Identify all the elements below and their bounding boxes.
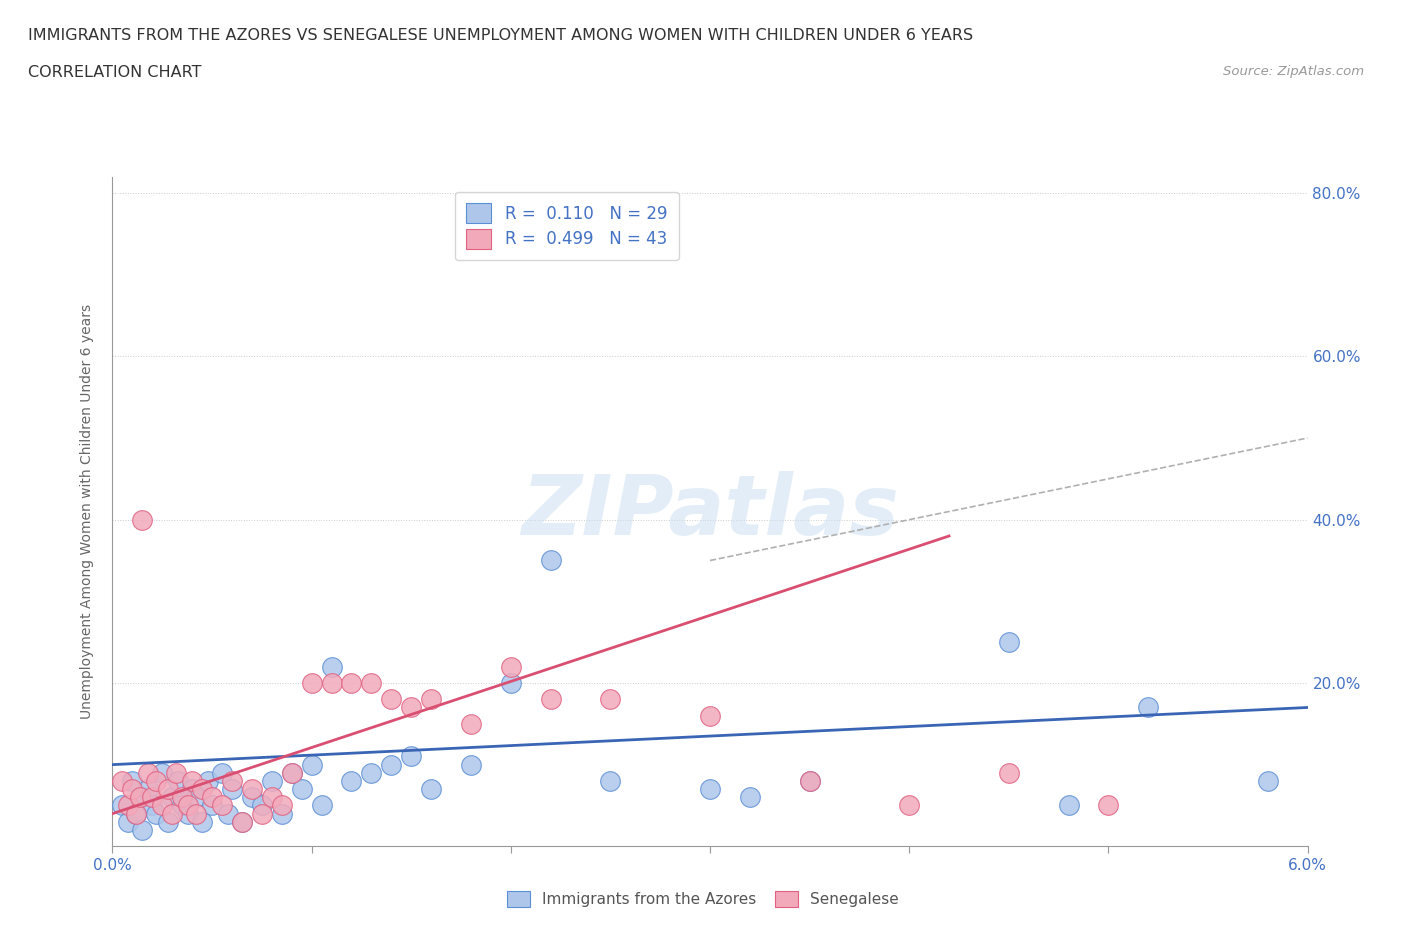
Point (172, 798, 194, 813)
Point (321, 659, 343, 674)
Point (599, 692, 621, 707)
Legend: R =  0.110   N = 29, R =  0.499   N = 43: R = 0.110 N = 29, R = 0.499 N = 43 (454, 192, 679, 260)
Point (111, 798, 134, 813)
Point (699, 709, 721, 724)
Text: IMMIGRANTS FROM THE AZORES VS SENEGALESE UNEMPLOYMENT AMONG WOMEN WITH CHILDREN : IMMIGRANTS FROM THE AZORES VS SENEGALESE… (28, 28, 973, 43)
Point (599, 774, 621, 789)
Point (898, 798, 921, 813)
Point (401, 700, 423, 715)
Point (121, 782, 143, 797)
Point (157, 782, 180, 797)
Point (138, 765, 160, 780)
Point (281, 765, 304, 780)
Point (799, 774, 821, 789)
Point (460, 716, 482, 731)
Point (998, 634, 1021, 649)
Point (165, 765, 187, 780)
Point (738, 790, 761, 804)
Point (540, 692, 562, 707)
Point (460, 757, 482, 772)
Point (499, 659, 522, 674)
Point (129, 790, 152, 804)
Point (1257, 774, 1279, 789)
Point (125, 806, 148, 821)
Point (177, 806, 200, 821)
Text: Source: ZipAtlas.com: Source: ZipAtlas.com (1223, 65, 1364, 78)
Point (201, 790, 224, 804)
Point (217, 806, 239, 821)
Point (301, 757, 323, 772)
Point (240, 790, 263, 804)
Point (117, 815, 139, 830)
Point (150, 765, 173, 780)
Point (380, 692, 402, 707)
Point (231, 815, 253, 830)
Point (186, 806, 208, 821)
Point (221, 774, 243, 789)
Point (1057, 798, 1080, 813)
Point (321, 675, 343, 690)
Point (145, 774, 167, 789)
Point (301, 675, 323, 690)
Point (540, 553, 562, 568)
Point (799, 774, 821, 789)
Point (141, 798, 163, 813)
Point (250, 806, 273, 821)
Text: ZIPatlas: ZIPatlas (522, 471, 898, 552)
Point (250, 798, 273, 813)
Point (181, 782, 204, 797)
Point (111, 774, 134, 789)
Point (360, 675, 382, 690)
Point (141, 790, 163, 804)
Point (131, 512, 153, 527)
Point (211, 798, 233, 813)
Y-axis label: Unemployment Among Women with Children Under 6 years: Unemployment Among Women with Children U… (80, 304, 94, 719)
Point (270, 806, 292, 821)
Point (191, 782, 214, 797)
Point (380, 757, 402, 772)
Point (1097, 798, 1119, 813)
Point (131, 790, 153, 804)
Point (240, 782, 263, 797)
Point (125, 806, 148, 821)
Point (177, 798, 200, 813)
Point (197, 774, 219, 789)
Text: CORRELATION CHART: CORRELATION CHART (28, 65, 201, 80)
Point (401, 749, 423, 764)
Point (420, 692, 443, 707)
Point (281, 765, 304, 780)
Point (167, 774, 190, 789)
Point (181, 774, 204, 789)
Point (157, 815, 180, 830)
Point (231, 815, 253, 830)
Point (340, 774, 363, 789)
Point (211, 765, 233, 780)
Point (138, 782, 160, 797)
Point (201, 798, 224, 813)
Point (340, 675, 363, 690)
Point (121, 774, 143, 789)
Point (291, 782, 314, 797)
Point (131, 822, 153, 837)
Point (172, 790, 194, 804)
Point (191, 815, 214, 830)
Point (1137, 700, 1160, 715)
Point (260, 790, 283, 804)
Point (499, 675, 522, 690)
Point (699, 782, 721, 797)
Point (360, 765, 382, 780)
Point (160, 806, 183, 821)
Point (260, 774, 283, 789)
Point (160, 790, 183, 804)
Point (311, 798, 333, 813)
Legend: Immigrants from the Azores, Senegalese: Immigrants from the Azores, Senegalese (501, 884, 905, 913)
Point (117, 798, 139, 813)
Point (270, 798, 292, 813)
Point (186, 790, 208, 804)
Point (998, 765, 1021, 780)
Point (221, 782, 243, 797)
Point (150, 798, 173, 813)
Point (420, 782, 443, 797)
Point (145, 806, 167, 821)
